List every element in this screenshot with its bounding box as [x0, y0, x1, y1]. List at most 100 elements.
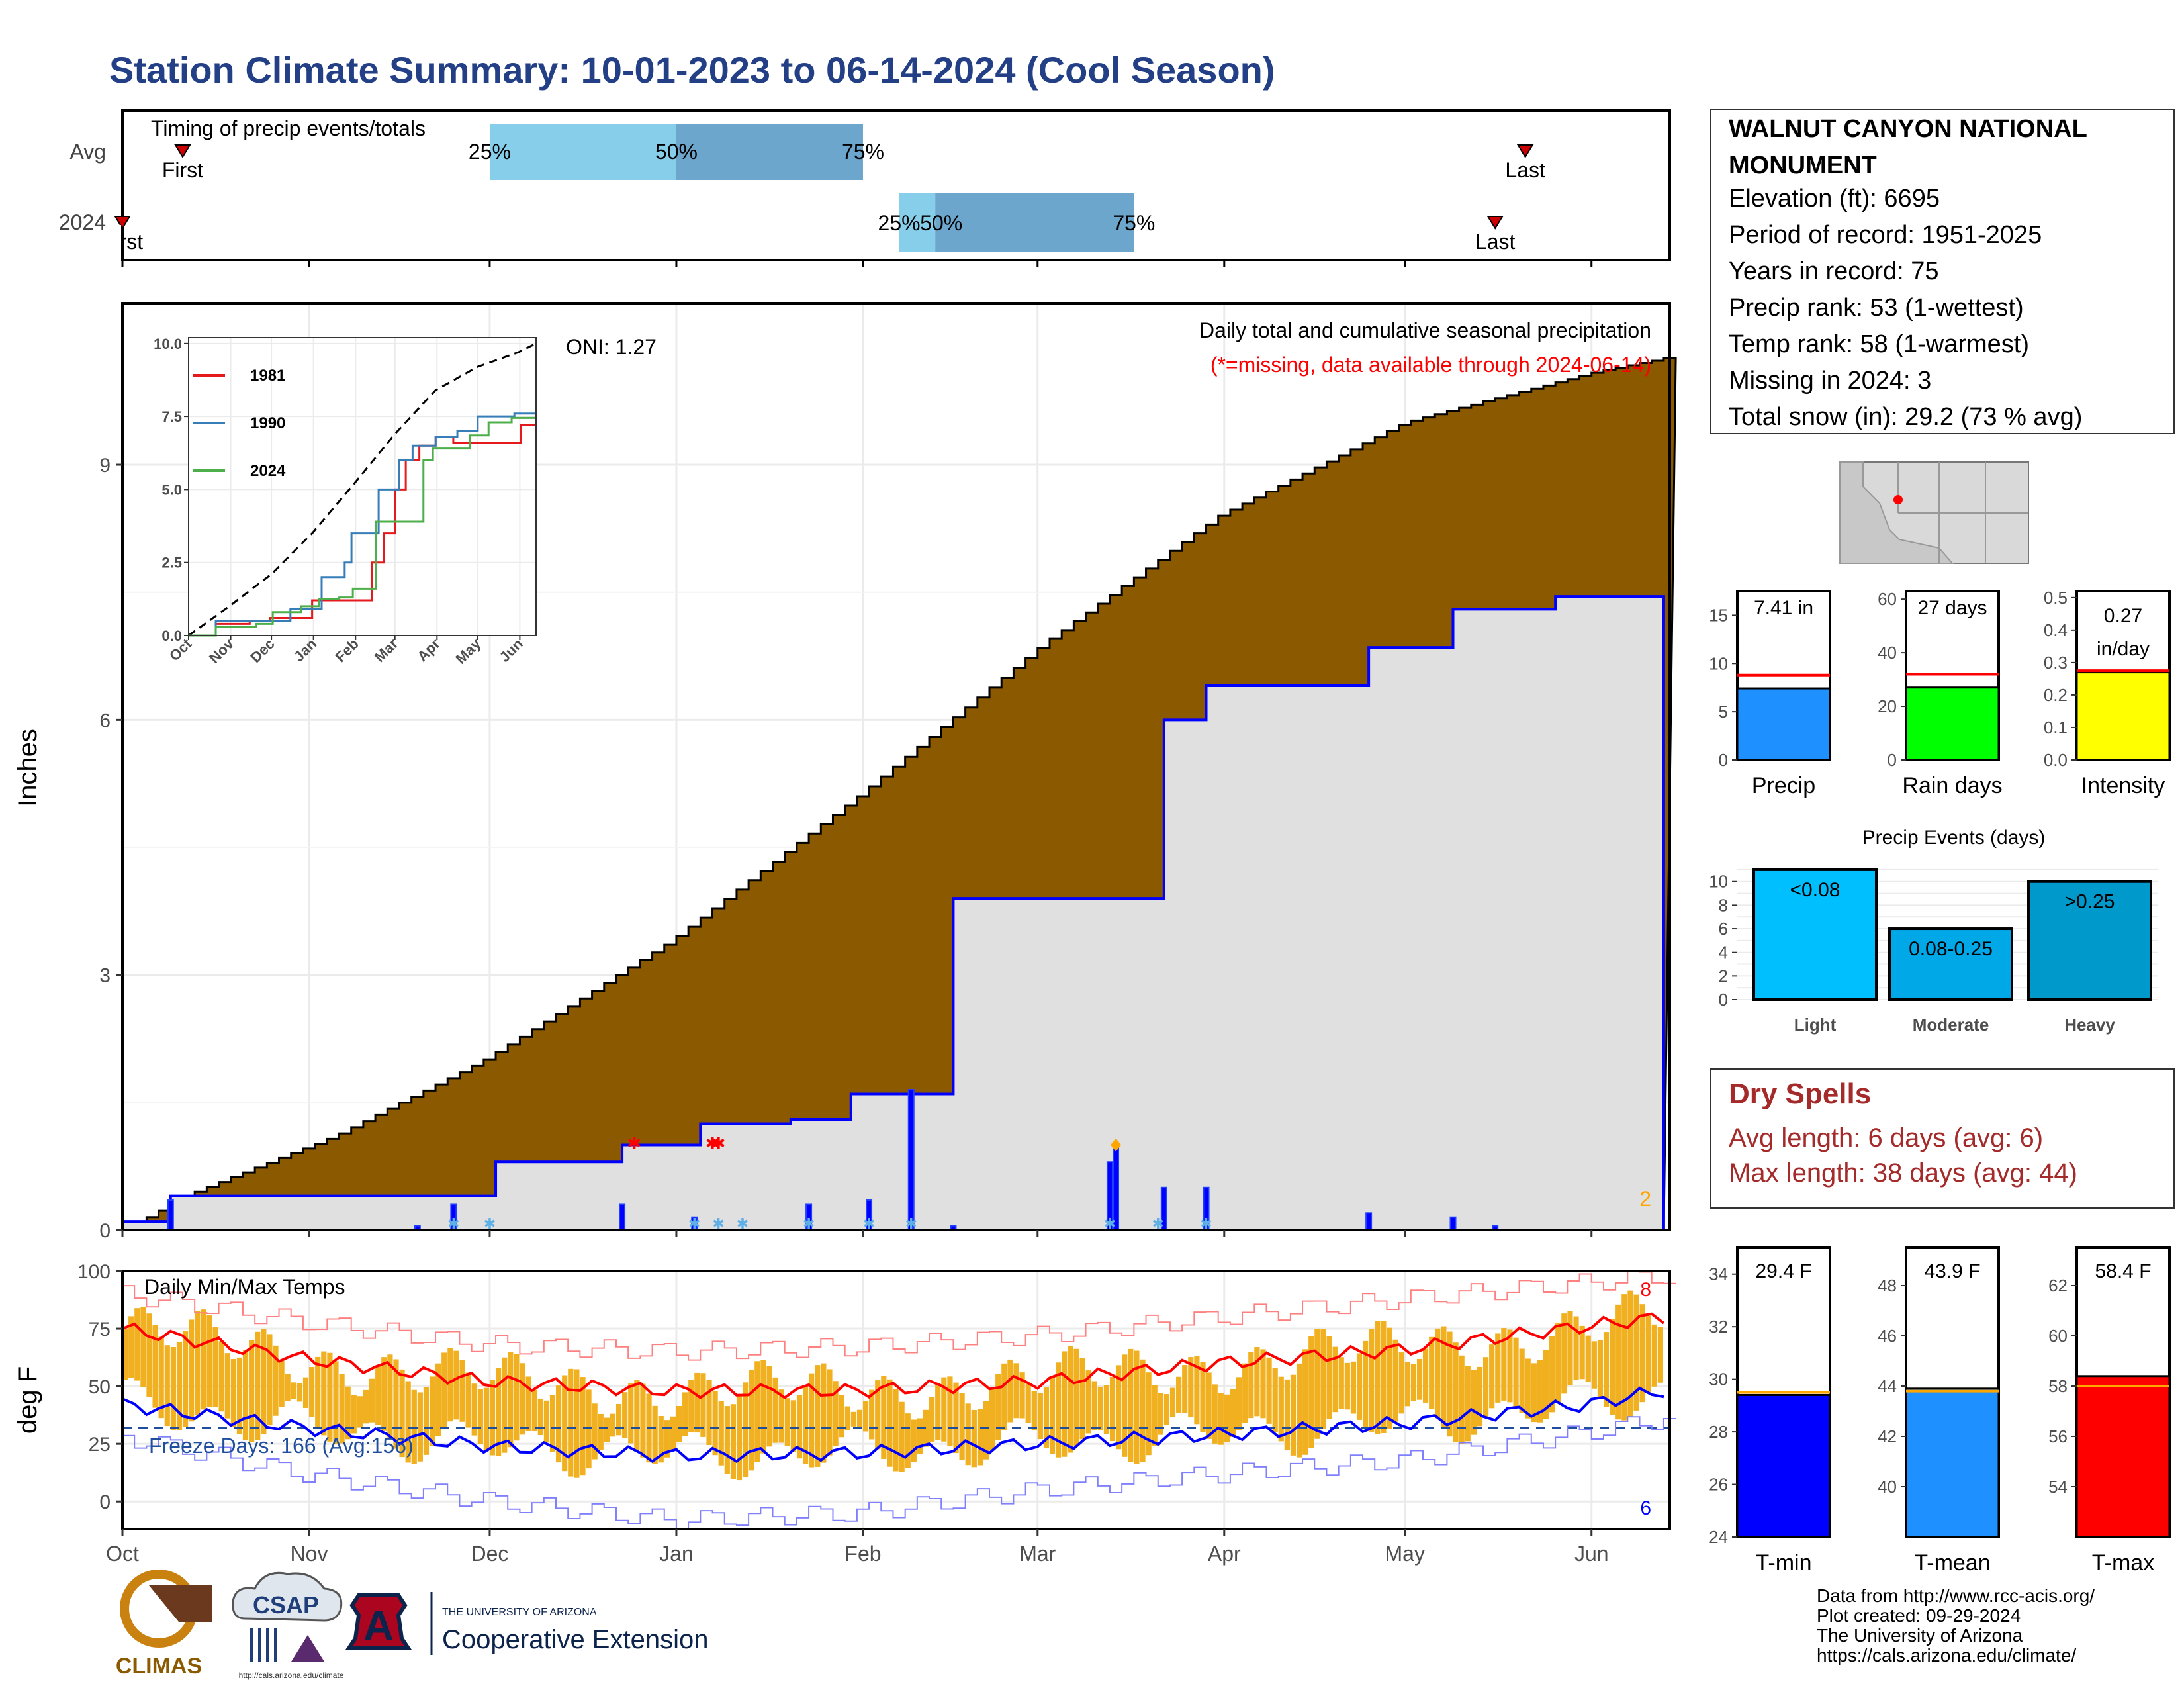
month-label: Apr	[1208, 1542, 1241, 1566]
temp-daily-bar	[441, 1352, 447, 1428]
temp-daily-bar	[453, 1350, 459, 1420]
temp-daily-bar	[562, 1375, 568, 1472]
temp-daily-bar	[604, 1417, 610, 1442]
tempbar-tick-label: 60	[2048, 1326, 2068, 1346]
temp-daily-bar	[1495, 1333, 1501, 1403]
temp-daily-bar	[435, 1363, 441, 1436]
month-label: May	[1385, 1542, 1424, 1566]
temp-ytick-label: 25	[89, 1434, 111, 1456]
events-ytick-label: 2	[1719, 966, 1728, 986]
daily-precip-bars: ✱ ✱ ✱ ✱ ✱ ✱ ✱ ✱ ✱ ✱ ✱✱ ✱✱	[167, 1089, 1499, 1232]
tempbar-tick-label: 48	[1878, 1276, 1897, 1295]
csap-rain	[250, 1628, 277, 1662]
tempbar-tick-label: 40	[1878, 1477, 1897, 1497]
temp-daily-bar	[285, 1374, 291, 1401]
temp-line-record-min	[122, 1416, 1676, 1530]
minibar-value: 0.27	[2104, 605, 2142, 627]
minibar-tick-label: 0	[1719, 750, 1728, 770]
station-info-line: Precip rank: 53 (1-wettest)	[1729, 294, 2024, 322]
csap-cloud	[232, 1571, 343, 1622]
timing-2024-q50: 50%	[920, 211, 962, 235]
timing-2024-last-label: Last	[1475, 230, 1516, 254]
temp-daily-bar	[1453, 1342, 1459, 1442]
temp-daily-bar	[1260, 1349, 1266, 1419]
temp-daily-bar	[1381, 1321, 1387, 1434]
station-location-marker	[1893, 495, 1903, 504]
temp-daily-bar	[1543, 1350, 1549, 1419]
tempbar-tick-label: 26	[1709, 1475, 1728, 1495]
snow-marker: ✱	[688, 1215, 700, 1232]
temp-daily-bar	[351, 1395, 357, 1434]
timing-avg-last-label: Last	[1505, 158, 1545, 182]
station-name-line1: WALNUT CANYON NATIONAL	[1729, 115, 2087, 143]
minibar-label: Intensity	[2081, 773, 2165, 798]
temp-daily-bar	[1338, 1357, 1344, 1409]
temp-daily-bar	[1603, 1332, 1610, 1407]
temp-daily-bar	[508, 1352, 514, 1448]
temp-daily-bar	[321, 1351, 327, 1436]
temp-daily-bar	[610, 1413, 616, 1437]
temp-daily-bar	[1410, 1364, 1417, 1401]
temp-chart-title: Daily Min/Max Temps	[144, 1275, 345, 1299]
timing-avg-q50: 50%	[655, 140, 698, 164]
temp-daily-bar	[249, 1340, 255, 1442]
temp-daily-bar	[1109, 1376, 1116, 1442]
temp-daily-bar	[1356, 1353, 1363, 1420]
temp-daily-bar	[1242, 1363, 1248, 1423]
temp-daily-bar	[1278, 1376, 1284, 1442]
locator-map	[1839, 461, 2029, 564]
temp-daily-bar	[887, 1379, 893, 1467]
snow-marker: ✱	[712, 1215, 724, 1232]
temp-daily-bar	[1471, 1370, 1477, 1435]
temp-daily-bar	[839, 1395, 844, 1438]
temp-daily-bar	[1097, 1386, 1103, 1431]
events-bar-label: 0.08-0.25	[1909, 938, 1993, 960]
csap-mountain	[291, 1635, 324, 1662]
temp-daily-bar	[1639, 1304, 1645, 1403]
temp-ytick-label: 50	[89, 1376, 111, 1398]
page-title: Station Climate Summary: 10-01-2023 to 0…	[109, 49, 1275, 91]
map-state-borders	[1897, 462, 2028, 563]
csap-logo: CSAP http://cals.arizona.edu/climate	[232, 1571, 344, 1680]
temp-daily-bar	[339, 1374, 345, 1444]
temp-daily-bar	[1429, 1336, 1435, 1409]
temp-daily-bar	[502, 1357, 508, 1453]
temp-daily-bar	[983, 1401, 989, 1460]
temp-daily-bar	[833, 1381, 839, 1446]
temp-daily-bar	[1224, 1394, 1230, 1443]
temp-daily-bar	[357, 1396, 363, 1428]
temp-daily-bar	[381, 1357, 387, 1431]
timing-frame	[121, 109, 1671, 261]
temp-daily-bar	[1314, 1329, 1320, 1439]
minibar-tick-label: 0.3	[2044, 653, 2068, 673]
temp-daily-bar	[977, 1409, 983, 1466]
daily-precip-bar	[167, 1199, 174, 1231]
inset-ytick-label: 2.5	[161, 555, 182, 571]
inset-ytick-label: 5.0	[161, 481, 182, 498]
temp-daily-bar	[1013, 1363, 1019, 1419]
temp-daily-bar	[405, 1381, 411, 1463]
temp-daily-bar	[1001, 1363, 1007, 1430]
timing-row-2024-label: 2024	[59, 211, 106, 234]
temp-daily-bar	[706, 1380, 712, 1446]
temp-daily-bar	[1169, 1387, 1176, 1417]
tempbar-tick-label: 44	[1878, 1376, 1897, 1396]
temp-daily-bar	[1350, 1361, 1357, 1414]
temp-daily-bar	[929, 1397, 935, 1442]
temp-frame	[121, 1270, 1671, 1530]
events-ytick-label: 6	[1719, 919, 1728, 939]
temp-daily-bar	[658, 1415, 664, 1463]
temp-daily-bar	[1435, 1328, 1441, 1419]
temp-daily-bar	[1073, 1348, 1079, 1446]
events-bar-label: >0.25	[2065, 891, 2115, 913]
tempbar-label: T-mean	[1914, 1550, 1990, 1575]
dry-spells-title: Dry Spells	[1729, 1078, 1871, 1110]
temp-daily-bar	[947, 1376, 953, 1447]
temp-daily-bar	[1633, 1294, 1639, 1411]
temp-daily-bar	[1549, 1336, 1555, 1413]
timing-avg-q25-q50	[489, 124, 676, 180]
minibar-tick-label: 10	[1709, 653, 1728, 673]
temp-daily-bar	[1134, 1350, 1140, 1464]
tempbar-tick-label: 24	[1709, 1527, 1728, 1547]
temp-daily-bar	[1489, 1344, 1495, 1409]
